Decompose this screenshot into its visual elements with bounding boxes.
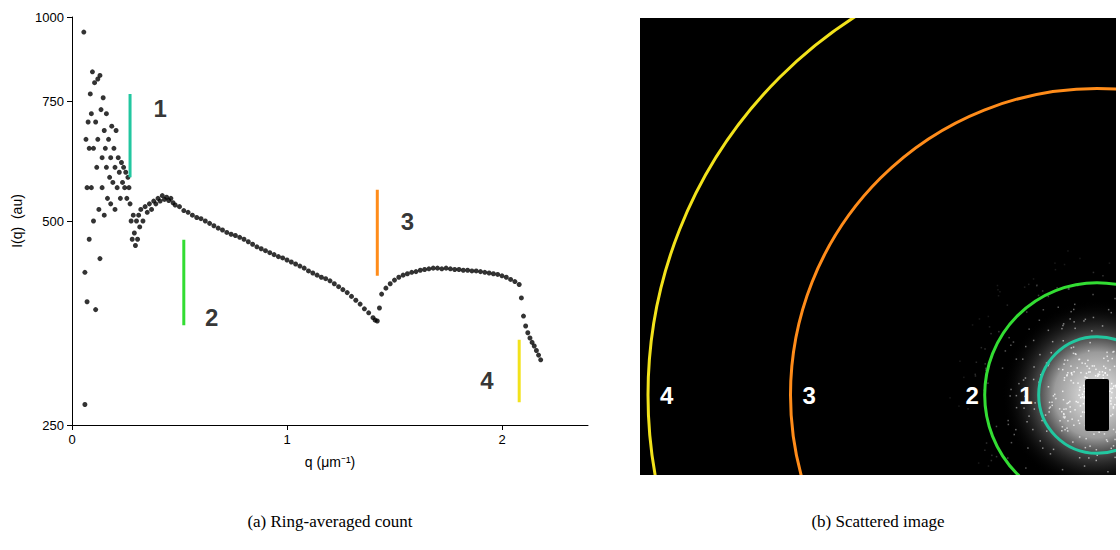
html-text:(a) Ring-averaged count: (a) Ring-averaged count [247,512,413,531]
svg-text:4: 4 [480,367,494,394]
svg-text:2: 2 [205,304,218,331]
svg-text:750: 750 [42,94,64,109]
svg-text:1: 1 [153,95,166,122]
svg-text:2: 2 [498,432,505,447]
svg-text:2: 2 [965,382,978,409]
html-text:(b) Scattered image: (b) Scattered image [811,512,945,531]
svg-text:1: 1 [283,432,290,447]
svg-text:3: 3 [401,208,414,235]
svg-text:3: 3 [802,382,815,409]
svg-text:1: 1 [1019,382,1032,409]
svg-text:q (μm⁻¹): q (μm⁻¹) [305,454,355,470]
svg-text:1000: 1000 [35,10,64,25]
svg-text:0: 0 [68,432,75,447]
svg-text:4: 4 [660,382,674,409]
svg-text:I(q) (au): I(q) (au) [9,194,25,248]
svg-text:500: 500 [42,214,64,229]
svg-text:250: 250 [42,418,64,433]
